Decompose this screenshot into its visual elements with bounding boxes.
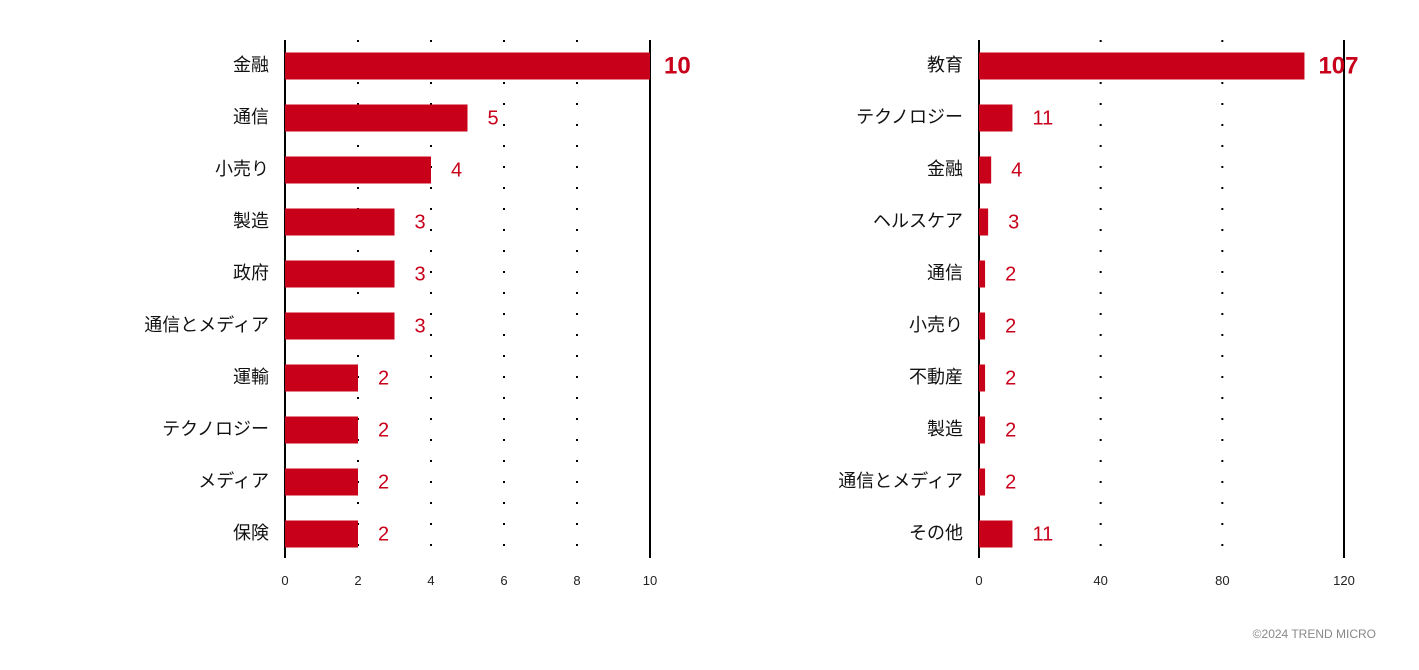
value-label: 11 [1032, 523, 1053, 545]
category-label: ヘルスケア [873, 211, 963, 231]
bar [285, 312, 395, 340]
category-label: 通信 [927, 263, 963, 283]
category-label: メディア [198, 471, 269, 491]
category-label: 小売り [909, 315, 963, 335]
value-label: 2 [1005, 471, 1016, 493]
bar [285, 416, 358, 444]
bar [979, 520, 1013, 548]
value-label: 3 [415, 263, 426, 285]
value-label: 2 [378, 471, 389, 493]
x-tick-label: 8 [573, 573, 580, 588]
value-label: 2 [378, 419, 389, 441]
x-tick-label: 40 [1093, 573, 1107, 588]
value-label: 4 [1011, 159, 1022, 181]
bar [979, 312, 986, 340]
category-label: 教育 [927, 55, 963, 75]
value-label: 2 [378, 367, 389, 389]
bar [285, 520, 358, 548]
bar [979, 52, 1305, 80]
bar [979, 364, 986, 392]
value-label: 2 [1005, 263, 1016, 285]
value-label: 2 [378, 523, 389, 545]
x-tick-label: 80 [1215, 573, 1229, 588]
copyright: ©2024 TREND MICRO [1252, 627, 1376, 641]
value-label: 10 [664, 52, 691, 79]
category-label: 不動産 [909, 367, 963, 387]
value-label: 107 [1318, 52, 1358, 79]
bar [979, 208, 989, 236]
value-label: 3 [415, 211, 426, 233]
bar [979, 416, 986, 444]
category-label: 通信 [233, 107, 269, 127]
value-label: 5 [488, 107, 499, 129]
x-tick-label: 2 [354, 573, 361, 588]
category-label: 運輸 [233, 367, 269, 387]
x-tick-label: 10 [643, 573, 657, 588]
bar [285, 52, 650, 80]
x-tick-label: 4 [427, 573, 434, 588]
category-label: 金融 [927, 159, 963, 179]
value-label: 2 [1005, 367, 1016, 389]
category-label: テクノロジー [162, 419, 269, 439]
bar [285, 104, 468, 132]
value-label: 3 [415, 315, 426, 337]
value-label: 3 [1008, 211, 1019, 233]
bar [285, 260, 395, 288]
x-tick-label: 120 [1333, 573, 1355, 588]
bar [285, 208, 395, 236]
category-label: その他 [909, 523, 963, 543]
category-label: 通信とメディア [838, 471, 963, 491]
bar [285, 364, 358, 392]
x-tick-label: 0 [975, 573, 982, 588]
bar [979, 104, 1013, 132]
category-label: 政府 [233, 263, 269, 283]
value-label: 2 [1005, 419, 1016, 441]
bar [285, 468, 358, 496]
value-label: 2 [1005, 315, 1016, 337]
bar [285, 156, 431, 184]
category-label: 保険 [233, 523, 269, 543]
bar [979, 260, 986, 288]
category-label: 通信とメディア [144, 315, 269, 335]
bar [979, 468, 986, 496]
category-label: テクノロジー [856, 107, 963, 127]
x-tick-label: 6 [500, 573, 507, 588]
category-label: 小売り [215, 159, 269, 179]
value-label: 4 [451, 159, 462, 181]
category-label: 製造 [233, 211, 269, 231]
category-label: 製造 [927, 419, 963, 439]
bar [979, 156, 992, 184]
x-tick-label: 0 [281, 573, 288, 588]
category-label: 金融 [233, 55, 269, 75]
value-label: 11 [1032, 107, 1053, 129]
